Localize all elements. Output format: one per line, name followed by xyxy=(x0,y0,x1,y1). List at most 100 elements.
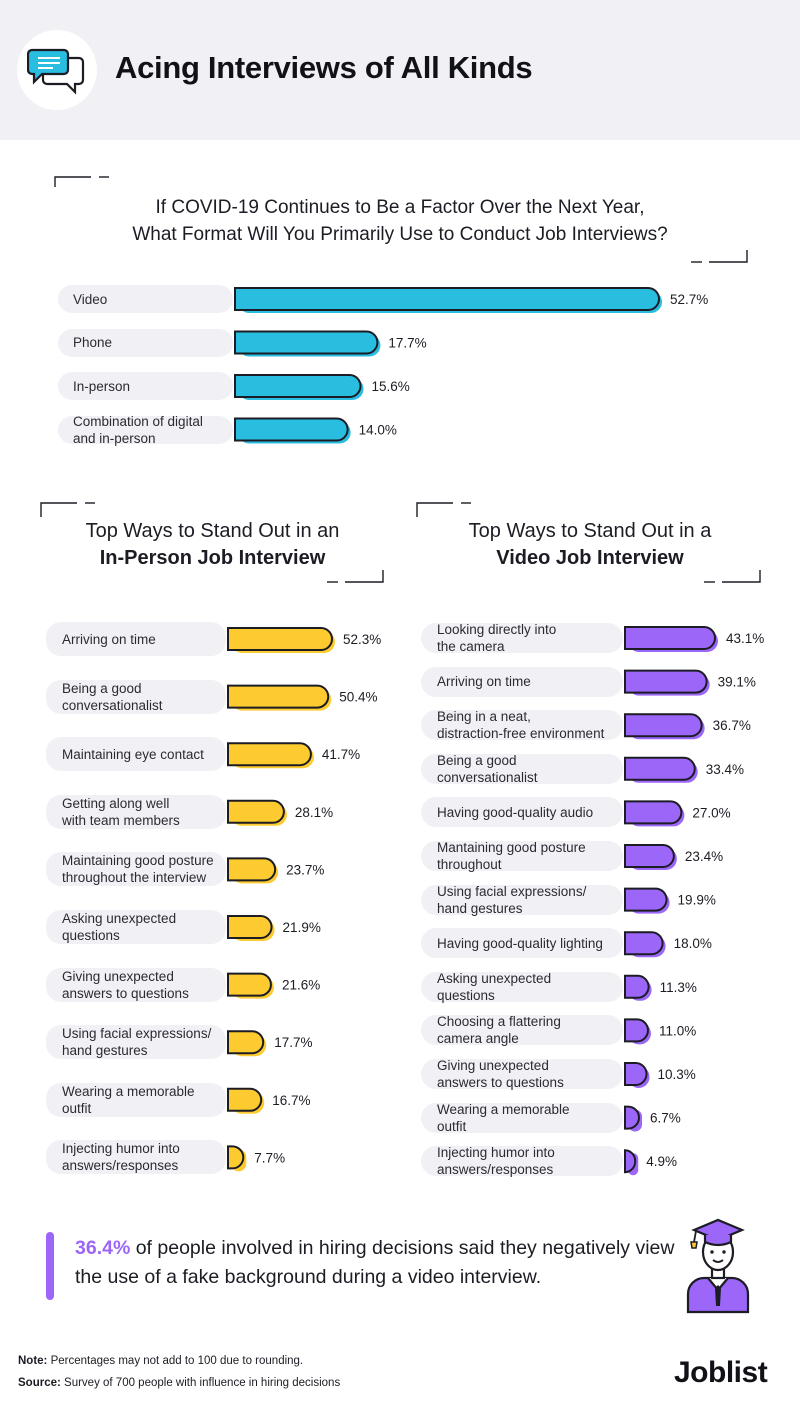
bar-shadow xyxy=(231,919,275,941)
category-label: Arriving on time xyxy=(62,631,156,647)
bar-value-label: 6.7% xyxy=(650,1111,681,1126)
bar xyxy=(227,1145,245,1170)
bar-value-label: 52.7% xyxy=(670,292,708,307)
category-label: Having good-quality audio xyxy=(437,804,594,820)
bar xyxy=(624,756,696,781)
brand-logo: Joblist xyxy=(674,1356,768,1389)
category-label: Being a good conversationalist xyxy=(62,680,163,713)
category-label-bg xyxy=(421,710,623,741)
bar-value-label: 23.7% xyxy=(286,862,324,877)
bar xyxy=(624,931,664,956)
bar xyxy=(624,669,708,694)
bar-value-label: 15.6% xyxy=(372,379,410,394)
category-label: Choosing a flattering camera angle xyxy=(437,1014,561,1047)
bar-shadow xyxy=(231,631,335,653)
bar-value-label: 7.7% xyxy=(254,1150,285,1165)
bar-shadow xyxy=(628,673,710,696)
callout-accent-bar xyxy=(46,1232,54,1300)
bar-shadow xyxy=(628,1153,639,1176)
note-label: Note: xyxy=(18,1355,48,1367)
bar xyxy=(624,887,668,912)
bar-shadow xyxy=(628,717,705,740)
bar xyxy=(624,974,650,999)
source-line: Source: Survey of 700 people with influe… xyxy=(18,1372,340,1394)
bar-shadow xyxy=(231,1034,267,1057)
bar xyxy=(624,1149,637,1174)
category-label: Maintaining eye contact xyxy=(62,746,204,762)
source-label: Source: xyxy=(18,1377,61,1389)
bar-shadow xyxy=(628,804,685,827)
category-label: Wearing a memorable outfit xyxy=(437,1101,570,1134)
category-label: Injecting humor into answers/responses xyxy=(62,1141,180,1174)
bar xyxy=(227,684,330,709)
note-text: Percentages may not add to 100 due to ro… xyxy=(47,1355,304,1367)
category-label: Mantaining good posture throughout xyxy=(437,840,586,872)
bar-value-label: 18.0% xyxy=(674,936,712,951)
bar-value-label: 17.7% xyxy=(388,336,426,351)
category-label: Maintaining good posture throughout the … xyxy=(62,853,214,886)
bar-value-label: 36.7% xyxy=(713,718,751,733)
bracket-bottom-right-inperson xyxy=(327,570,384,583)
category-label: Video xyxy=(73,291,108,307)
chart-title-inperson-line2: In-Person Job Interview xyxy=(99,547,326,569)
bar-value-label: 21.9% xyxy=(283,920,321,935)
category-label: Phone xyxy=(73,335,113,350)
bar-value-label: 33.4% xyxy=(706,762,744,777)
bar-shadow xyxy=(628,848,677,870)
bar xyxy=(624,713,703,738)
bracket-bottom-right-video xyxy=(704,570,761,583)
bar xyxy=(624,800,683,825)
bar xyxy=(624,844,675,868)
bar xyxy=(234,374,362,398)
chart-title-video-line1: Top Ways to Stand Out in a xyxy=(468,520,712,542)
graduate-avatar-icon xyxy=(686,1218,750,1314)
category-label: Getting along well with team members xyxy=(62,795,180,828)
category-label-bg xyxy=(58,328,233,357)
category-label-bg xyxy=(46,852,226,887)
category-label-bg xyxy=(58,372,233,400)
bar-value-label: 39.1% xyxy=(718,675,756,690)
bar-value-label: 19.9% xyxy=(678,893,716,908)
bar-shadow xyxy=(238,291,662,313)
category-label-bg xyxy=(46,1025,226,1060)
chart-title-video-line2: Video Job Interview xyxy=(496,547,684,569)
bar-shadow xyxy=(238,421,351,444)
chart-title-inperson-line1: Top Ways to Stand Out in an xyxy=(85,520,340,542)
bar-shadow xyxy=(628,891,670,914)
bar-value-label: 4.9% xyxy=(646,1154,677,1169)
bar-shadow xyxy=(238,334,381,357)
note-line: Note: Percentages may not add to 100 due… xyxy=(18,1350,340,1372)
bar-shadow xyxy=(628,935,666,958)
bar-shadow xyxy=(238,378,364,400)
category-label-bg xyxy=(421,841,623,871)
category-label-bg xyxy=(421,1146,623,1177)
bar xyxy=(227,799,285,824)
callout-highlight: 36.4% xyxy=(75,1237,131,1259)
bar xyxy=(624,1105,640,1130)
bar xyxy=(624,626,716,650)
bar xyxy=(227,1087,263,1112)
bar-shadow xyxy=(231,861,279,884)
category-label: Injecting humor into answers/responses xyxy=(437,1145,555,1178)
category-label: Arriving on time xyxy=(437,674,531,690)
bar-value-label: 43.1% xyxy=(726,631,764,646)
bar-shadow xyxy=(231,688,332,711)
callout-statement: 36.4% of people involved in hiring decis… xyxy=(75,1234,675,1292)
category-label: Giving unexpected answers to questions xyxy=(437,1058,564,1090)
category-label-bg xyxy=(421,1015,623,1046)
category-label-bg xyxy=(58,285,233,313)
bar xyxy=(234,287,660,311)
page-header: Acing Interviews of All Kinds xyxy=(0,0,800,140)
category-label-bg xyxy=(421,797,623,828)
chart-title-video: Top Ways to Stand Out in a Video Job Int… xyxy=(416,518,764,572)
category-label-bg xyxy=(421,623,623,653)
bar xyxy=(227,1030,265,1055)
category-label-bg xyxy=(46,967,226,1002)
category-label-bg xyxy=(421,1102,623,1133)
bar-value-label: 28.1% xyxy=(295,805,333,820)
category-label: In-person xyxy=(73,378,131,394)
bar xyxy=(234,417,349,442)
bar xyxy=(624,1062,648,1086)
category-label-bg xyxy=(46,622,226,656)
footnotes: Note: Percentages may not add to 100 due… xyxy=(18,1350,340,1394)
